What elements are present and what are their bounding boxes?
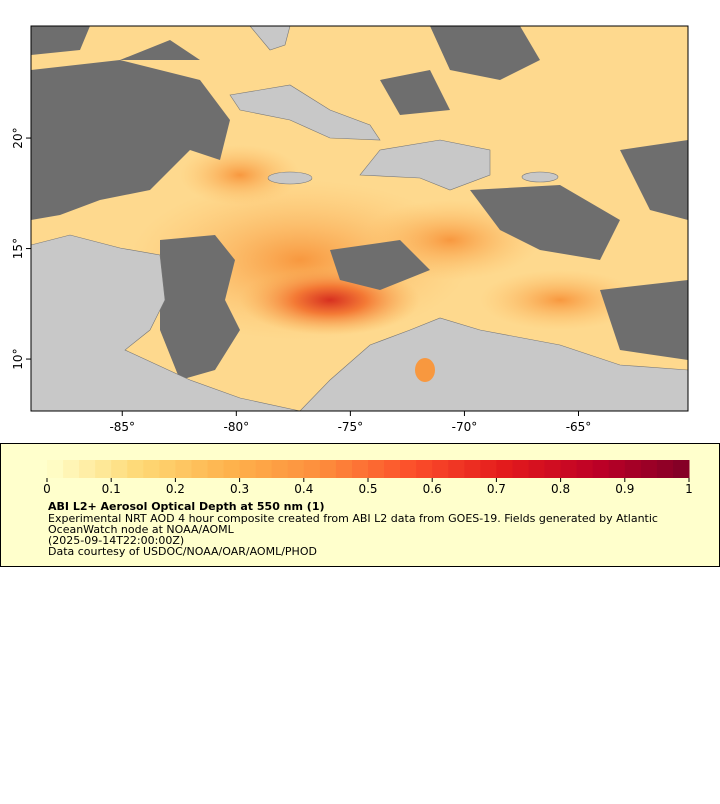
colorbar-swatch xyxy=(464,460,481,478)
colorbar-tick-label: 0.3 xyxy=(230,482,249,496)
colorbar-swatch xyxy=(416,460,433,478)
colorbar-swatch xyxy=(656,460,674,478)
map-frame xyxy=(30,25,689,412)
legend-line: (2025-09-14T22:00:00Z) xyxy=(48,534,184,547)
colorbar-tick-label: 0.1 xyxy=(102,482,121,496)
colorbar-swatch xyxy=(303,460,321,478)
colorbar-swatch xyxy=(207,460,225,478)
colorbar-swatch xyxy=(79,460,96,478)
legend-line: OceanWatch node at NOAA/AOML xyxy=(48,523,235,536)
colorbar-swatch xyxy=(528,460,546,478)
colorbar-swatch xyxy=(239,460,257,478)
colorbar-swatch xyxy=(624,460,642,478)
y-tick-label: 10° xyxy=(11,348,25,369)
map xyxy=(31,26,688,411)
colorbar-tick-label: 1 xyxy=(685,482,693,496)
colorbar-tick-label: 0.4 xyxy=(294,482,313,496)
colorbar-swatch xyxy=(287,460,305,478)
colorbar-swatch xyxy=(432,460,449,478)
y-tick-label: 15° xyxy=(11,238,25,259)
colorbar-swatch xyxy=(127,460,144,478)
colorbar-swatch xyxy=(255,460,273,478)
colorbar-swatch xyxy=(335,460,353,478)
colorbar-swatch xyxy=(592,460,610,478)
colorbar-swatch xyxy=(672,460,690,478)
colorbar-tick-label: 0.6 xyxy=(423,482,442,496)
colorbar-swatch xyxy=(143,460,160,478)
colorbar-tick-label: 0.5 xyxy=(358,482,377,496)
colorbar-swatch xyxy=(448,460,465,478)
colorbar-tick-label: 0.9 xyxy=(615,482,634,496)
colorbar-swatch xyxy=(223,460,241,478)
colorbar-swatch xyxy=(560,460,578,478)
colorbar-swatch xyxy=(640,460,658,478)
colorbar-swatch xyxy=(368,460,385,478)
colorbar-swatch xyxy=(111,460,128,478)
colorbar-tick-label: 0.2 xyxy=(166,482,185,496)
colorbar-swatch xyxy=(319,460,337,478)
colorbar-swatch xyxy=(95,460,112,478)
colorbar-swatch xyxy=(63,460,80,478)
colorbar-tick-label: 0.7 xyxy=(487,482,506,496)
colorbar-swatch xyxy=(400,460,417,478)
colorbar-swatch xyxy=(351,460,369,478)
colorbar-swatch xyxy=(384,460,401,478)
x-tick-label: -85° xyxy=(109,420,135,434)
colorbar-swatch xyxy=(191,460,208,478)
colorbar-tick-label: 0.8 xyxy=(551,482,570,496)
colorbar-swatch xyxy=(480,460,497,478)
colorbar-swatch xyxy=(271,460,289,478)
colorbar-swatch xyxy=(512,460,529,478)
legend-line: Data courtesy of USDOC/NOAA/OAR/AOML/PHO… xyxy=(48,545,317,558)
x-tick-label: -70° xyxy=(452,420,478,434)
colorbar-swatch xyxy=(47,460,64,478)
colorbar-swatch xyxy=(496,460,513,478)
colorbar-swatch xyxy=(175,460,192,478)
x-tick-label: -75° xyxy=(338,420,364,434)
colorbar-swatch xyxy=(608,460,626,478)
colorbar-swatch xyxy=(159,460,176,478)
colorbar-swatch xyxy=(544,460,562,478)
legend-title: ABI L2+ Aerosol Optical Depth at 550 nm … xyxy=(48,500,325,513)
x-tick-label: -80° xyxy=(224,420,250,434)
y-tick-label: 20° xyxy=(11,127,25,148)
x-tick-label: -65° xyxy=(566,420,592,434)
colorbar-tick-label: 0 xyxy=(43,482,51,496)
legend-line: Experimental NRT AOD 4 hour composite cr… xyxy=(48,512,658,525)
colorbar-swatch xyxy=(576,460,594,478)
